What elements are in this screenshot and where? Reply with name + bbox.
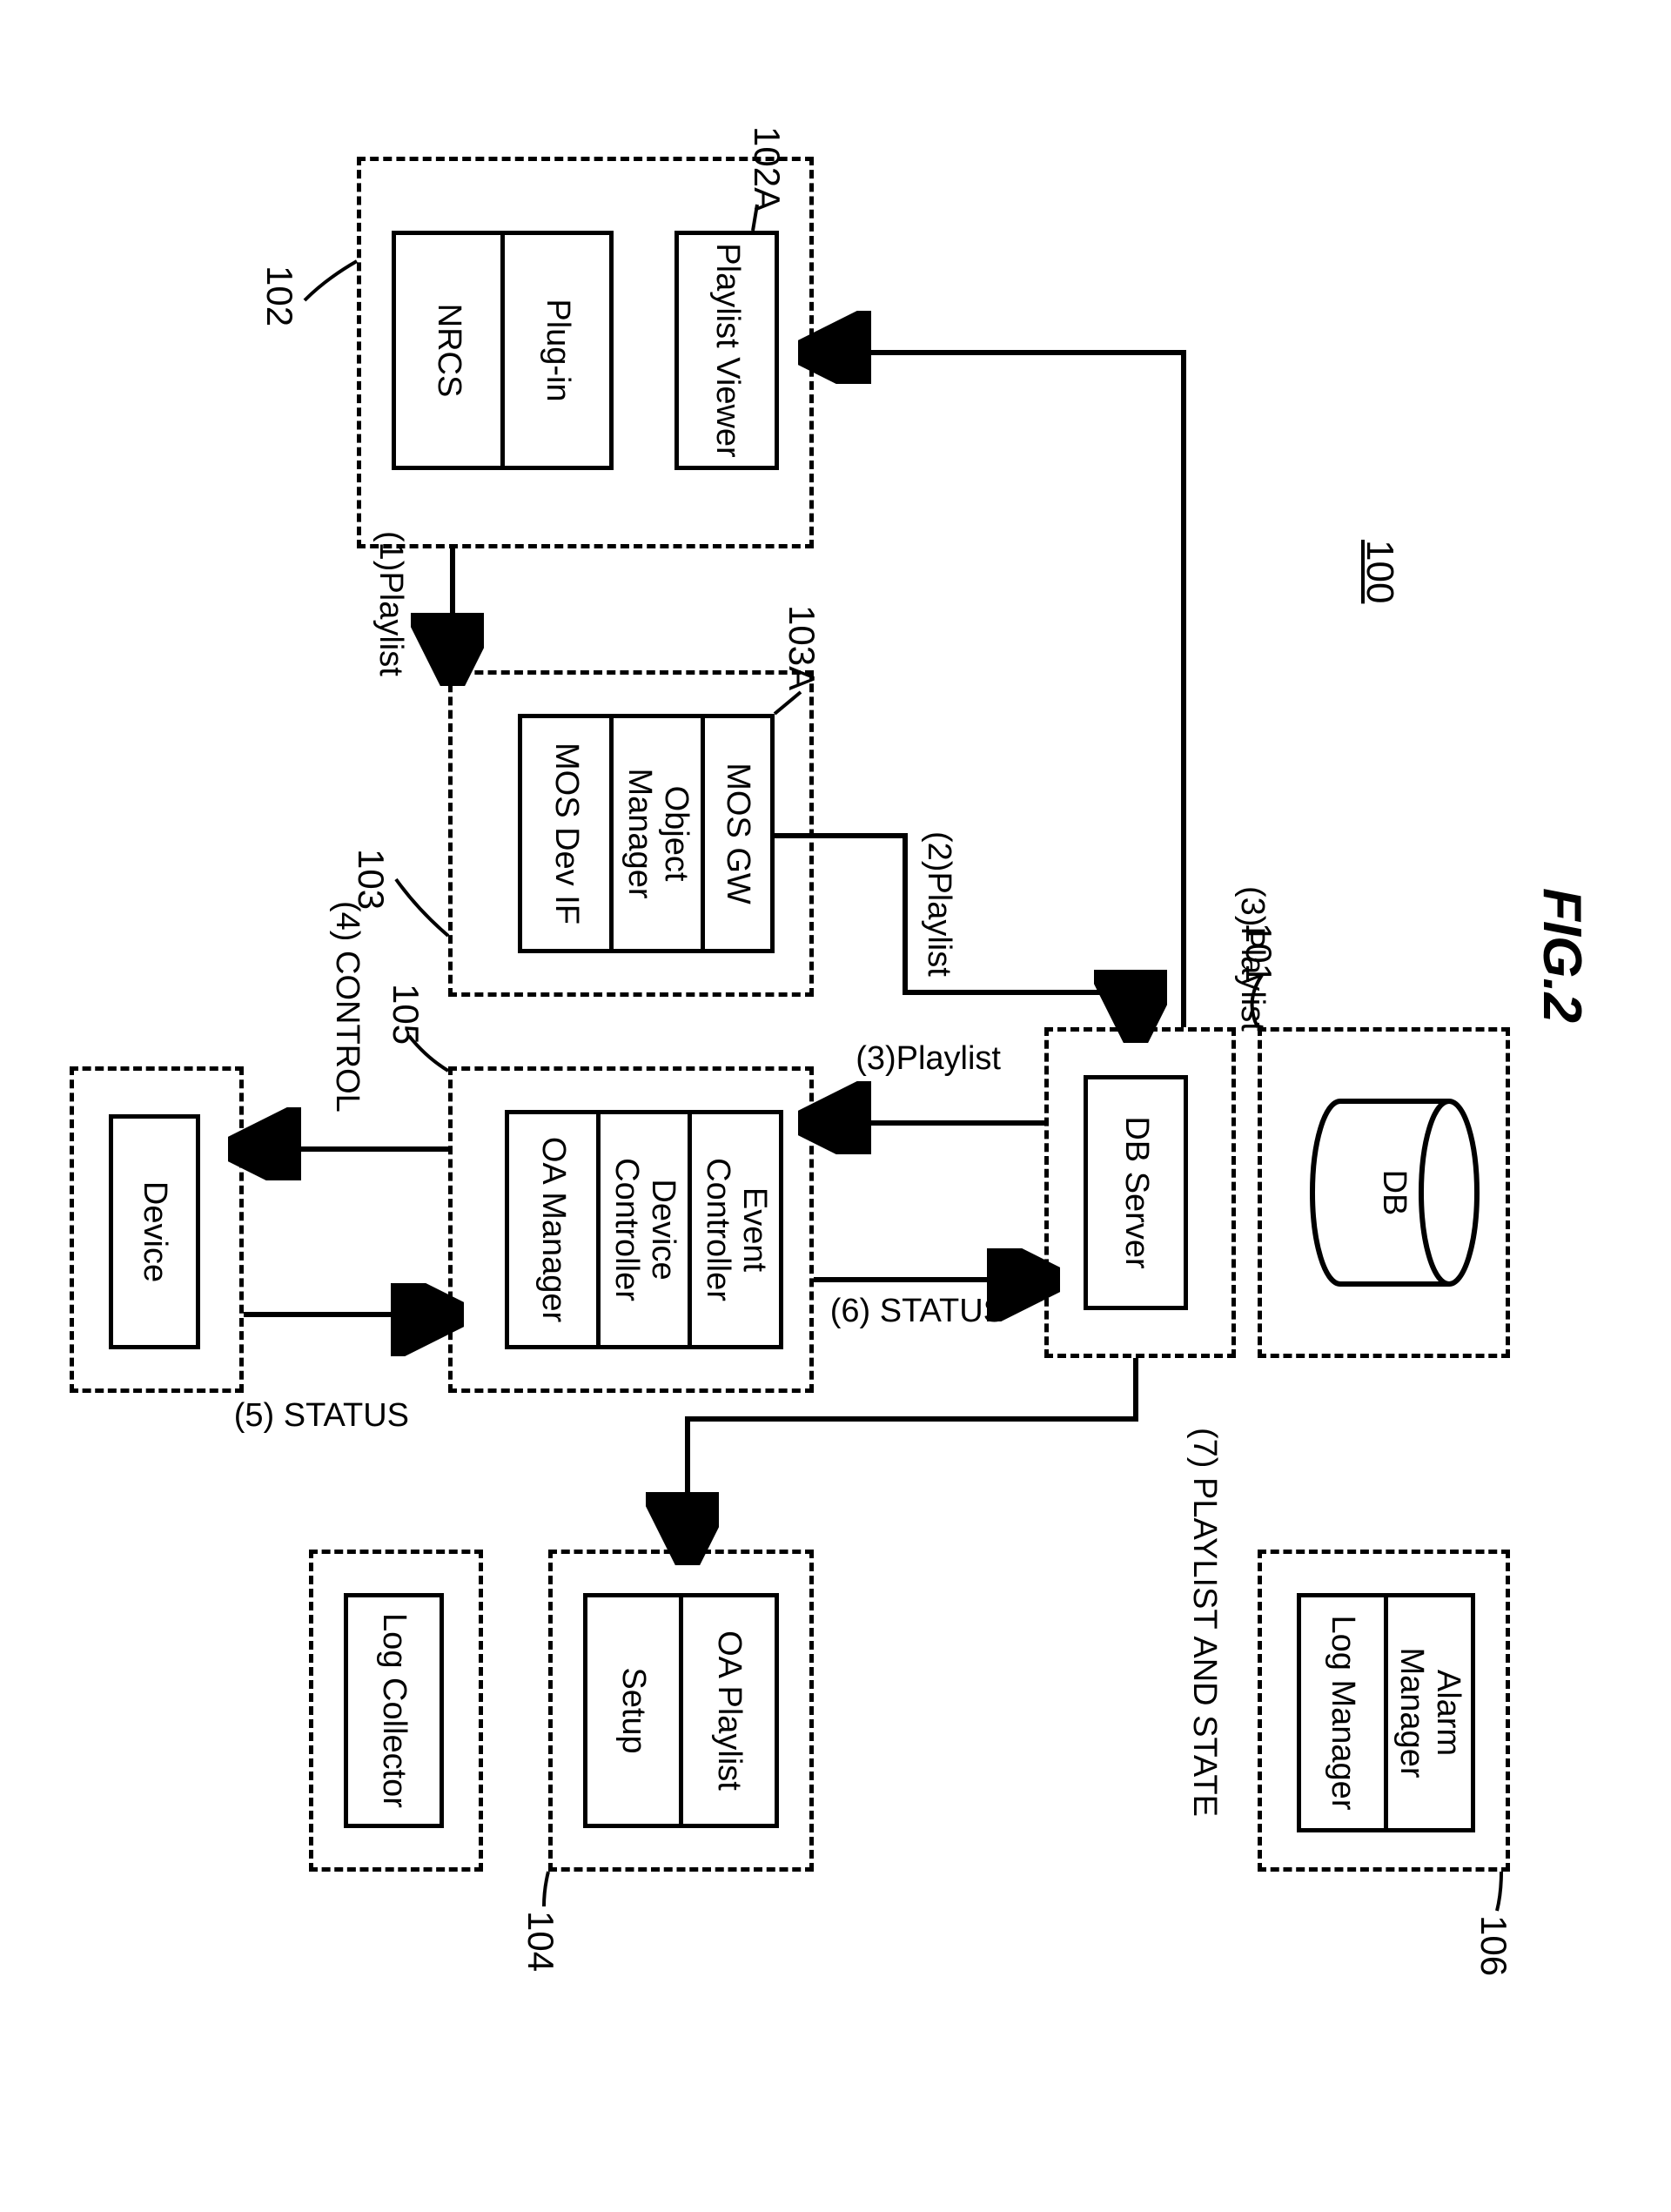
box-device-controller: Device Controller	[596, 1110, 692, 1349]
ref-105: 105	[385, 984, 426, 1045]
box-event-controller: Event Controller	[688, 1110, 783, 1349]
box-plugin: Plug-in	[500, 231, 614, 470]
ref-103A: 103A	[781, 605, 822, 690]
ref-106: 106	[1473, 1915, 1514, 1976]
ref-102A: 102A	[746, 126, 788, 212]
box-device: Device	[109, 1114, 200, 1349]
box-object-manager: Object Manager	[609, 714, 705, 953]
box-setup: Setup	[583, 1593, 683, 1828]
edge-label-4: (4) CONTROL	[328, 901, 366, 1113]
edge-label-7: (7) PLAYLIST AND STATE	[1185, 1428, 1223, 1817]
box-playlist-viewer: Playlist Viewer	[674, 231, 779, 470]
box-mos-gw: MOS GW	[701, 714, 775, 953]
edge-label-1: (1)Playlist	[372, 531, 409, 676]
figure-title: FIG.2	[1531, 888, 1593, 1023]
box-log-manager: Log Manager	[1297, 1593, 1388, 1832]
box-db-server: DB Server	[1084, 1075, 1188, 1310]
box-oa-manager: OA Manager	[505, 1110, 601, 1349]
ref-104: 104	[520, 1911, 561, 1972]
box-mos-dev-if: MOS Dev IF	[518, 714, 614, 953]
edge-label-3b: (3)Playlist	[856, 1040, 1001, 1078]
edge-label-6: (6) STATUS	[830, 1293, 1005, 1330]
ref-102: 102	[258, 266, 300, 326]
box-log-collector: Log Collector	[344, 1593, 444, 1828]
edge-label-2: (2)Playlist	[920, 831, 957, 977]
edge-label-3a: (3)Playlist	[1233, 886, 1271, 1032]
box-alarm-manager: Alarm Manager	[1384, 1593, 1475, 1832]
system-id: 100	[1358, 540, 1401, 603]
group-101	[1258, 1027, 1510, 1358]
box-oa-playlist: OA Playlist	[679, 1593, 779, 1828]
edge-label-5: (5) STATUS	[234, 1397, 409, 1435]
box-nrcs: NRCS	[392, 231, 505, 470]
